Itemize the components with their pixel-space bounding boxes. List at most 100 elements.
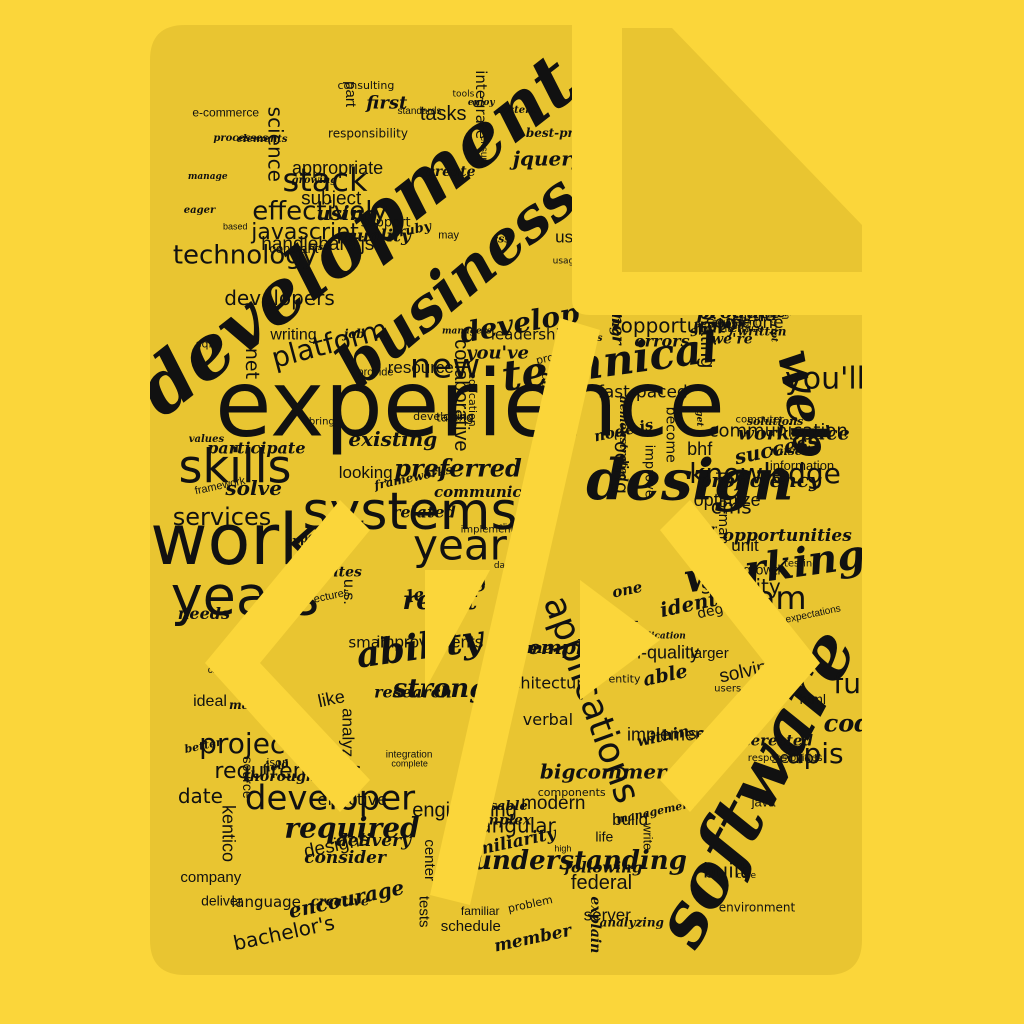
cloud-word: thorough bbox=[243, 769, 316, 785]
cloud-word: high bbox=[554, 843, 571, 853]
cloud-word: cms bbox=[711, 495, 752, 519]
cloud-word: computer bbox=[735, 414, 784, 425]
cloud-word: appropriate bbox=[292, 158, 383, 178]
left-bracket-shape bbox=[205, 500, 370, 812]
cloud-word: full bbox=[833, 667, 876, 700]
cloud-word: familiar bbox=[461, 904, 500, 918]
cloud-word: testing bbox=[784, 559, 819, 570]
cloud-word: html bbox=[800, 691, 826, 707]
cloud-word: resource bbox=[388, 358, 454, 377]
cloud-word: implement bbox=[461, 524, 515, 535]
cloud-word: write bbox=[641, 822, 656, 850]
cloud-word: interface bbox=[718, 321, 764, 335]
cloud-word: methodologies bbox=[699, 278, 798, 292]
cloud-word: may bbox=[438, 230, 459, 242]
cloud-word: fast-paced bbox=[598, 382, 688, 402]
cloud-word: built bbox=[703, 859, 747, 883]
cloud-word: engineers bbox=[709, 274, 814, 296]
cloud-word: services bbox=[173, 503, 271, 531]
cloud-word: knowledge bbox=[689, 457, 841, 490]
cloud-word: developing bbox=[413, 410, 474, 423]
cloud-word: raise bbox=[769, 444, 802, 458]
cloud-word: core bbox=[737, 871, 757, 881]
cloud-word: provide bbox=[357, 366, 393, 378]
cloud-word: apis bbox=[786, 737, 843, 770]
cloud-word: integration bbox=[386, 750, 433, 761]
cloud-word: highly bbox=[728, 267, 739, 303]
cloud-word: you've bbox=[465, 343, 529, 364]
cloud-word: data bbox=[670, 298, 704, 314]
cloud-word: someone bbox=[706, 313, 784, 333]
cloud-word: system bbox=[497, 105, 536, 116]
cloud-word: bhf bbox=[687, 439, 713, 459]
cloud-word: server bbox=[584, 905, 632, 924]
cloud-word: opportunities bbox=[723, 526, 853, 546]
cloud-word: delivery bbox=[336, 831, 412, 851]
cloud-word: following bbox=[564, 859, 643, 877]
cloud-word: preferred bbox=[394, 454, 522, 483]
cloud-word: code bbox=[824, 709, 887, 738]
cloud-word: needs bbox=[178, 604, 230, 623]
cloud-word: unit bbox=[731, 536, 759, 555]
cloud-word: quality bbox=[345, 227, 412, 247]
cloud-word: sql bbox=[196, 337, 212, 350]
cloud-word: part bbox=[342, 81, 359, 108]
cloud-word: source bbox=[240, 757, 256, 799]
cloud-word: analyzing bbox=[600, 916, 664, 930]
cloud-word: participate bbox=[207, 439, 305, 458]
cloud-word: job bbox=[342, 327, 365, 341]
cloud-word: handlebars.js bbox=[261, 234, 374, 255]
cloud-word: subject bbox=[301, 188, 362, 209]
cloud-word: make bbox=[699, 301, 721, 311]
cloud-word: standards bbox=[398, 106, 442, 117]
cloud-word: best-practices bbox=[526, 126, 621, 140]
cloud-word: growing bbox=[292, 175, 338, 186]
cloud-word: constant bbox=[269, 241, 319, 256]
cloud-word: communication bbox=[709, 420, 848, 441]
cloud-word: tools bbox=[453, 90, 475, 100]
cloud-word: taking bbox=[436, 411, 474, 425]
cloud-word: senior bbox=[771, 748, 821, 767]
cloud-word: strong bbox=[392, 674, 488, 704]
cloud-word: growth bbox=[743, 562, 785, 578]
cloud-word: communicate bbox=[434, 483, 548, 501]
cloud-word: processes bbox=[213, 133, 268, 144]
cloud-word: java bbox=[751, 795, 777, 810]
cloud-word: elements bbox=[237, 134, 288, 145]
cloud-word: typescript bbox=[768, 292, 778, 343]
cloud-word: existing bbox=[348, 427, 437, 451]
cloud-word: get bbox=[694, 410, 704, 427]
cloud-word: integrate bbox=[472, 70, 490, 139]
cloud-word: company bbox=[180, 869, 241, 886]
cloud-word: demonstrated bbox=[617, 396, 630, 482]
cloud-word: proficiency bbox=[697, 468, 822, 492]
cloud-word: test bbox=[308, 243, 328, 253]
cloud-word: stack bbox=[283, 161, 368, 199]
cloud-word: deliver bbox=[201, 893, 243, 909]
cloud-word: creative bbox=[311, 894, 369, 909]
cloud-word: year bbox=[413, 521, 507, 570]
cloud-word: using bbox=[316, 201, 378, 225]
cloud-word: solve bbox=[224, 476, 282, 500]
cloud-word: build bbox=[612, 810, 648, 829]
cloud-word: tests bbox=[416, 896, 433, 928]
cloud-word: jquery bbox=[509, 147, 585, 171]
cloud-word: looking bbox=[339, 463, 393, 482]
cloud-word: consulting bbox=[337, 79, 394, 92]
cloud-word: first bbox=[364, 93, 408, 114]
cloud-word: application bbox=[629, 631, 686, 641]
slash-shape bbox=[430, 318, 600, 905]
cloud-word: client bbox=[498, 522, 520, 532]
cloud-word: field bbox=[260, 757, 290, 776]
cloud-word: effectively bbox=[252, 197, 388, 227]
cloud-word: ensure bbox=[478, 136, 489, 167]
cloud-word: components bbox=[538, 786, 606, 799]
cloud-word: u.s. bbox=[340, 579, 357, 605]
cloud-word: small bbox=[348, 634, 388, 652]
cloud-word: manage bbox=[188, 172, 228, 182]
cloud-word: developers bbox=[224, 286, 335, 310]
cloud-word: collaborative bbox=[450, 339, 472, 451]
cloud-word: science bbox=[264, 107, 288, 182]
